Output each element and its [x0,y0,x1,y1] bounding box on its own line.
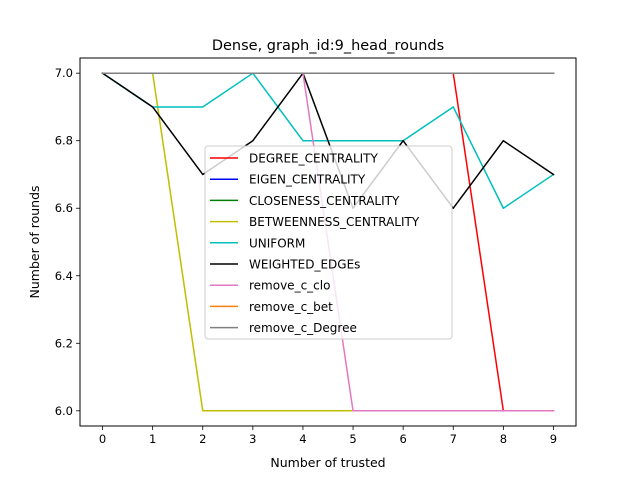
y-tick-label: 6.4 [55,269,73,283]
y-tick-label: 6.2 [55,336,73,350]
x-tick-label: 2 [199,432,206,446]
y-tick-label: 7.0 [55,66,73,80]
x-tick-label: 6 [399,432,406,446]
legend-label-5: WEIGHTED_EDGEs [249,258,360,272]
legend-label-8: remove_c_Degree [249,321,357,335]
legend-label-6: remove_c_clo [249,279,330,293]
legend-box [204,145,453,340]
x-tick-label: 4 [299,432,306,446]
legend-label-0: DEGREE_CENTRALITY [249,152,379,166]
chart-title: Dense, graph_id:9_head_rounds [212,38,444,54]
legend-label-3: BETWEENNESS_CENTRALITY [249,215,420,229]
y-tick-label: 6.0 [55,404,73,418]
legend-label-2: CLOSENESS_CENTRALITY [249,194,400,208]
x-tick-label: 8 [500,432,507,446]
legend-label-4: UNIFORM [249,236,305,250]
x-axis-ticks: 0 1 2 3 4 5 6 7 8 9 [99,426,557,446]
y-axis-label: Number of rounds [27,185,42,298]
series-line-5 [101,72,555,209]
x-tick-label: 1 [149,432,156,446]
legend: DEGREE_CENTRALITY EIGEN_CENTRALITY CLOSENE… [204,145,453,340]
x-tick-label: 9 [550,432,557,446]
x-tick-label: 7 [450,432,457,446]
y-axis-ticks: 6.0 6.2 6.4 6.6 6.8 7.0 [55,66,80,418]
x-tick-label: 0 [99,432,106,446]
x-axis-label: Number of trusted [270,455,385,470]
y-tick-label: 6.6 [55,201,73,215]
x-tick-label: 3 [249,432,256,446]
y-tick-label: 6.8 [55,134,73,148]
x-tick-label: 5 [349,432,356,446]
legend-label-1: EIGEN_CENTRALITY [249,173,366,187]
series-layer [101,72,555,412]
legend-label-7: remove_c_bet [249,300,333,314]
plot-frame [79,57,577,427]
